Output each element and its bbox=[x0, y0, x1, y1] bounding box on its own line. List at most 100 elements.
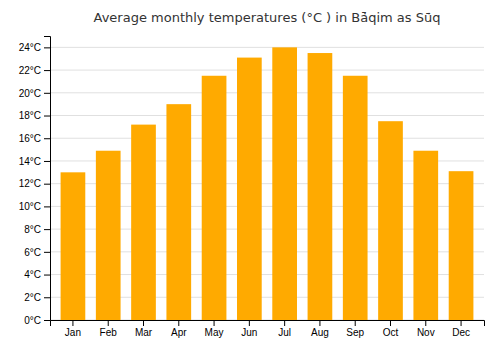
x-tick: Dec bbox=[452, 320, 470, 338]
x-tick-mark bbox=[425, 320, 426, 326]
x-tick-mark bbox=[249, 320, 250, 326]
x-tick: Feb bbox=[100, 320, 118, 338]
x-tick-label: Jun bbox=[241, 327, 257, 338]
y-tick-mark bbox=[44, 93, 50, 94]
x-axis: Jan Feb Mar Apr May Jun Jul Aug Sep Oct Nov Dec bbox=[51, 320, 485, 338]
y-tick-label: 22°C bbox=[19, 65, 41, 76]
x-tick-label: Dec bbox=[452, 327, 470, 338]
x-tick-label: May bbox=[205, 327, 224, 338]
x-tick-label: Jul bbox=[278, 327, 291, 338]
y-tick: 0°C bbox=[24, 315, 50, 326]
y-tick-label: 4°C bbox=[24, 269, 41, 280]
y-tick-mark bbox=[44, 229, 50, 230]
y-tick-mark bbox=[44, 116, 50, 117]
y-tick: 2°C bbox=[24, 292, 50, 303]
x-axis-line bbox=[51, 321, 485, 327]
y-tick: 20°C bbox=[19, 88, 50, 99]
x-tick-label: Oct bbox=[383, 327, 399, 338]
bar bbox=[237, 58, 262, 320]
grid-line bbox=[50, 47, 484, 48]
y-tick: 10°C bbox=[19, 201, 50, 212]
y-tick-mark bbox=[44, 297, 50, 298]
x-tick-mark bbox=[355, 320, 356, 326]
y-tick-mark bbox=[44, 320, 50, 321]
title: Average monthly temperatures (°C ) in Bā… bbox=[94, 10, 441, 25]
grid-line bbox=[50, 92, 484, 93]
y-tick-label: 14°C bbox=[19, 156, 41, 167]
x-tick-label: Aug bbox=[311, 327, 329, 338]
y-tick: 22°C bbox=[19, 65, 50, 76]
x-tick-label: Mar bbox=[135, 327, 153, 338]
x-tick-label: Nov bbox=[417, 327, 435, 338]
bar bbox=[166, 104, 191, 320]
y-tick-mark bbox=[44, 47, 50, 48]
x-tick-label: Sep bbox=[346, 327, 364, 338]
x-tick-mark bbox=[319, 320, 320, 326]
y-tick-label: 16°C bbox=[19, 133, 41, 144]
y-tick: 8°C bbox=[24, 224, 50, 235]
y-tick-label: 10°C bbox=[19, 201, 41, 212]
grid bbox=[50, 47, 484, 320]
x-tick-mark bbox=[284, 320, 285, 326]
x-tick-mark bbox=[108, 320, 109, 326]
bar bbox=[202, 76, 227, 320]
y-tick-label: 2°C bbox=[24, 292, 41, 303]
y-tick-label: 6°C bbox=[24, 247, 41, 258]
y-tick-mark bbox=[44, 161, 50, 162]
y-tick-mark bbox=[44, 206, 50, 207]
x-tick-mark bbox=[461, 320, 462, 326]
y-tick-label: 0°C bbox=[24, 315, 41, 326]
y-tick: 16°C bbox=[19, 133, 50, 144]
x-tick: Apr bbox=[171, 320, 187, 338]
bar bbox=[96, 151, 121, 320]
y-tick: 12°C bbox=[19, 178, 50, 189]
x-tick-mark bbox=[390, 320, 391, 326]
x-tick-mark bbox=[143, 320, 144, 326]
y-tick-mark bbox=[44, 184, 50, 185]
y-tick-mark bbox=[44, 275, 50, 276]
y-tick-label: 8°C bbox=[24, 224, 41, 235]
x-tick-label: Feb bbox=[100, 327, 118, 338]
bar bbox=[413, 151, 438, 320]
x-tick: Mar bbox=[135, 320, 153, 338]
x-tick: Jun bbox=[241, 320, 257, 338]
x-tick: Jul bbox=[278, 320, 291, 338]
x-tick-mark bbox=[72, 320, 73, 326]
y-tick-label: 20°C bbox=[19, 88, 41, 99]
y-axis-line bbox=[44, 37, 51, 321]
x-tick: Jan bbox=[65, 320, 81, 338]
x-tick: May bbox=[205, 320, 224, 338]
x-tick: Aug bbox=[311, 320, 329, 338]
y-tick: 24°C bbox=[19, 42, 50, 53]
plot: 0°C 2°C 4°C 6°C 8°C 10°C 12°C 14°C 16°C 18°C 20°C 2… bbox=[19, 37, 485, 339]
bars bbox=[61, 47, 474, 320]
y-tick-label: 18°C bbox=[19, 110, 41, 121]
bar bbox=[131, 125, 156, 320]
grid-line bbox=[50, 138, 484, 139]
x-tick-label: Jan bbox=[65, 327, 81, 338]
x-tick-label: Apr bbox=[171, 327, 187, 338]
bar bbox=[343, 76, 368, 320]
x-tick: Nov bbox=[417, 320, 435, 338]
y-tick: 4°C bbox=[24, 269, 50, 280]
grid-line bbox=[50, 115, 484, 116]
y-tick-label: 24°C bbox=[19, 42, 41, 53]
bar bbox=[378, 121, 403, 320]
grid-line bbox=[50, 70, 484, 71]
y-tick-label: 12°C bbox=[19, 178, 41, 189]
chart: 0°C 2°C 4°C 6°C 8°C 10°C 12°C 14°C 16°C 18°C 20°C 2… bbox=[0, 0, 500, 350]
y-tick: 18°C bbox=[19, 110, 50, 121]
x-tick: Oct bbox=[383, 320, 399, 338]
y-tick-mark bbox=[44, 70, 50, 71]
y-tick-mark bbox=[44, 138, 50, 139]
bar bbox=[61, 172, 86, 320]
y-axis: 0°C 2°C 4°C 6°C 8°C 10°C 12°C 14°C 16°C 18°C 20°C 2… bbox=[19, 37, 51, 326]
y-tick: 14°C bbox=[19, 156, 50, 167]
x-tick: Sep bbox=[346, 320, 364, 338]
bar bbox=[272, 47, 297, 320]
bar bbox=[449, 171, 474, 320]
y-tick-mark bbox=[44, 252, 50, 253]
x-tick-mark bbox=[214, 320, 215, 326]
x-tick-mark bbox=[178, 320, 179, 326]
y-tick: 6°C bbox=[24, 247, 50, 258]
